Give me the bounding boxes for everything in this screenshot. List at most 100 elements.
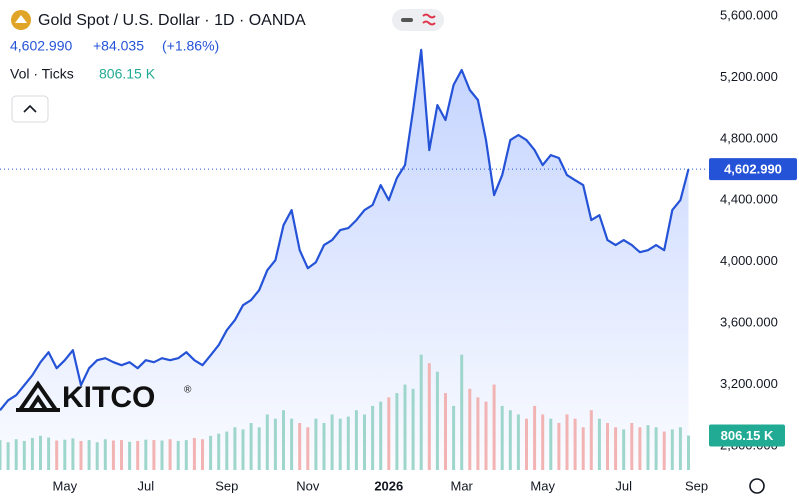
volume-bar [435, 371, 439, 470]
volume-bar [573, 418, 577, 470]
x-tick-label: Nov [296, 478, 320, 493]
volume-value: 806.15 K [99, 66, 156, 82]
watermark-text: KITCO [62, 381, 155, 414]
volume-bar [290, 418, 294, 470]
volume-bar [55, 440, 59, 470]
symbol-icon-glyph [15, 15, 27, 23]
volume-box [709, 424, 785, 447]
y-tick-label: 3,600.000 [720, 315, 778, 330]
volume-bar [395, 393, 399, 470]
volume-bar [209, 435, 213, 470]
volume-bar [184, 440, 188, 470]
volume-bar [0, 440, 2, 470]
volume-bar [468, 388, 472, 470]
area [0, 49, 689, 471]
volume-bar [103, 439, 107, 470]
collapse-button[interactable] [11, 95, 49, 123]
volume-bar [419, 354, 423, 470]
volume-bar [662, 431, 666, 470]
volume-bar [225, 431, 229, 470]
volume-bar [678, 427, 682, 470]
volume-bar [22, 440, 26, 470]
volume-bar [654, 427, 658, 470]
x-tick-label: Jul [615, 478, 632, 493]
collapse-icon [23, 104, 37, 113]
y-tick-label: 5,600.000 [720, 7, 778, 22]
volume-bar [541, 414, 545, 470]
watermark: KITCO ® [16, 380, 192, 414]
volume-bar [476, 397, 480, 470]
x-tick-label: May [53, 478, 78, 493]
volume-bar [95, 442, 99, 470]
volume-bar [371, 405, 375, 470]
volume-bar [589, 410, 593, 470]
volume-bar [152, 440, 156, 470]
x-tick-label: Sep [215, 478, 238, 493]
volume-label: 806.15 K [721, 428, 774, 443]
volume-bar [646, 425, 650, 470]
volume-bar [379, 401, 383, 470]
volume-bar [403, 384, 407, 470]
volume-bar [241, 429, 245, 470]
symbol-title: Gold Spot / U.S. Dollar · 1D · OANDA [38, 12, 306, 29]
volume-bar [298, 423, 302, 470]
volume-bar [557, 423, 561, 470]
volume-bar [192, 437, 196, 470]
volume-bar [346, 416, 350, 470]
y-tick-label: 3,200.000 [720, 376, 778, 391]
volume-bar [249, 423, 253, 470]
volume-bar [265, 414, 269, 470]
volume-bar [322, 423, 326, 470]
volume-bar [168, 439, 172, 470]
status-icon [401, 18, 413, 22]
volume-bar [87, 440, 91, 470]
status-pill[interactable] [392, 9, 444, 31]
volume-bar [30, 437, 34, 470]
last-price: 4,602.990 [10, 38, 72, 54]
volume-bar [14, 439, 18, 470]
volume-bar [39, 435, 42, 470]
volume-bar [217, 433, 221, 470]
volume-bar [79, 440, 83, 470]
volume-bar [460, 354, 464, 470]
volume-title: Vol · Ticks [10, 66, 74, 82]
y-tick-label: 4,800.000 [720, 130, 778, 145]
x-tick-label: Sep [685, 478, 708, 493]
volume-bar [201, 439, 204, 470]
volume-bar [314, 418, 318, 470]
volume-bar [363, 414, 366, 470]
volume-bar [444, 393, 447, 470]
volume-bar [630, 423, 634, 470]
volume-bar [63, 439, 67, 470]
last-price-label: 4,602.990 [724, 162, 782, 177]
volume-bar [533, 405, 537, 470]
volume-bar [330, 414, 334, 470]
volume-bar [257, 427, 261, 470]
volume-bar [597, 418, 601, 470]
kitco-logo [16, 380, 60, 412]
y-tick-label: 4,400.000 [720, 192, 778, 207]
volume-bar [614, 427, 618, 470]
volume-bar [306, 427, 310, 470]
volume-bar [273, 418, 277, 470]
volume-bar [492, 384, 496, 470]
x-tick-label: May [530, 478, 555, 493]
volume-bar [6, 442, 10, 470]
price-change-pct: (+1.86%) [162, 38, 219, 54]
volume-bar [411, 388, 415, 470]
volume-bar [525, 418, 528, 470]
x-tick-label: Mar [451, 478, 474, 493]
volume-bar [581, 427, 585, 470]
volume-bar [233, 427, 237, 470]
volume-bar [338, 418, 342, 470]
watermark-mark: ® [184, 385, 192, 396]
volume-bar [176, 440, 180, 470]
volume-bar [638, 427, 642, 470]
volume-bar [500, 405, 504, 470]
volume-bar [160, 440, 164, 470]
last-price-box [709, 158, 797, 181]
volume-bar [136, 440, 140, 470]
settings-button[interactable] [749, 478, 765, 494]
price-line [0, 48, 690, 411]
volume-bar [71, 438, 75, 470]
